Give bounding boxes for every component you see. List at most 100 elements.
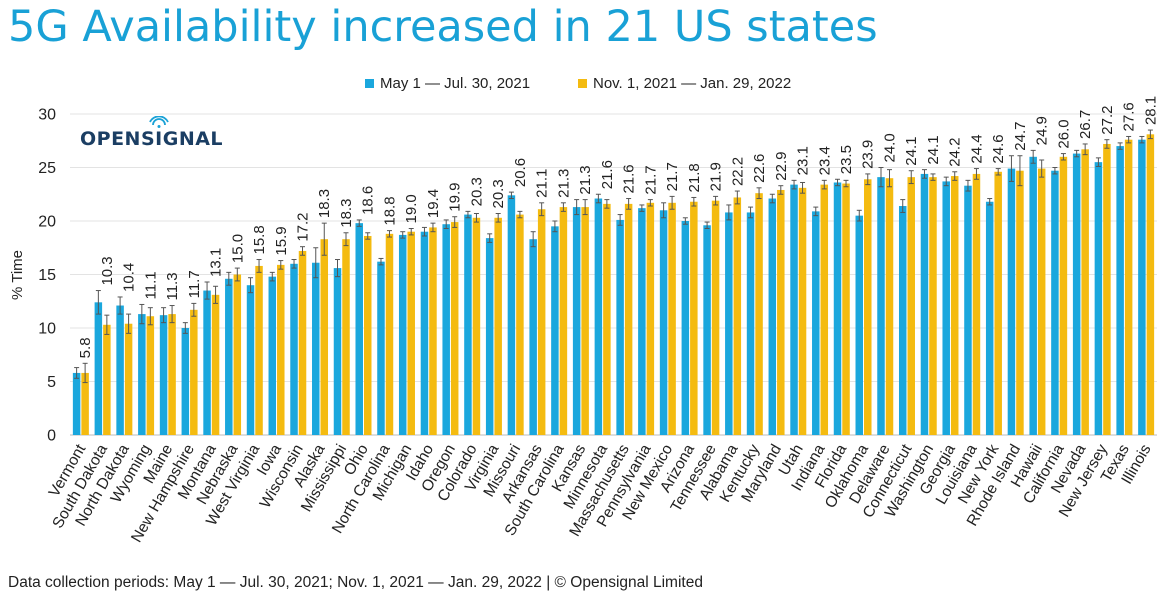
bar-series1 xyxy=(833,182,842,435)
data-label: 23.9 xyxy=(860,140,877,169)
data-label: 21.1 xyxy=(534,169,551,198)
bar-series2 xyxy=(624,203,633,435)
bar-series1 xyxy=(138,314,146,435)
bar-series1 xyxy=(768,198,777,435)
data-label: 27.6 xyxy=(1121,102,1138,131)
bar-series2 xyxy=(581,207,589,435)
y-tick-label: 20 xyxy=(38,214,56,231)
bar-series2 xyxy=(211,294,220,435)
y-tick-label: 10 xyxy=(38,321,56,338)
data-label: 21.3 xyxy=(555,169,572,198)
bar-series2 xyxy=(1016,170,1024,435)
data-label: 21.9 xyxy=(708,162,725,191)
data-label: 22.2 xyxy=(729,157,746,186)
bar-series1 xyxy=(855,215,864,435)
bar-series1 xyxy=(94,302,103,435)
y-axis-label: % Time xyxy=(9,250,26,300)
bar-series1 xyxy=(1007,168,1016,435)
bar-series1 xyxy=(398,234,407,435)
legend-label-series2: Nov. 1, 2021 — Jan. 29, 2022 xyxy=(593,75,792,92)
data-label: 24.1 xyxy=(903,137,920,166)
bar-series2 xyxy=(342,239,350,435)
bar-series1 xyxy=(1051,170,1059,435)
bar-series2 xyxy=(320,239,329,435)
bar-series1 xyxy=(638,208,646,435)
y-tick-label: 30 xyxy=(38,107,56,124)
data-label: 21.3 xyxy=(577,165,594,194)
data-label: 23.4 xyxy=(816,146,833,175)
bar-series2 xyxy=(146,316,155,435)
bar-series1 xyxy=(942,181,950,435)
bar-series2 xyxy=(1059,156,1068,436)
bar-series2 xyxy=(363,235,372,435)
y-tick-label: 25 xyxy=(38,160,56,177)
data-label: 18.8 xyxy=(381,196,398,225)
bar-series2 xyxy=(277,264,285,435)
bar-series1 xyxy=(703,225,711,435)
bar-series1 xyxy=(225,278,233,435)
bar-series1 xyxy=(485,238,494,435)
bar-series2 xyxy=(994,171,1002,435)
bar-series2 xyxy=(885,178,894,435)
bar-series1 xyxy=(681,221,690,435)
bar-series1 xyxy=(659,210,668,435)
bar-series1 xyxy=(551,226,559,435)
bar-series1 xyxy=(116,305,124,435)
data-label: 24.6 xyxy=(990,134,1007,163)
data-label: 22.6 xyxy=(751,154,768,183)
bar-series1 xyxy=(377,261,385,435)
bar-series1 xyxy=(616,219,624,435)
bar-series1 xyxy=(812,211,820,435)
data-label: 27.2 xyxy=(1099,105,1116,134)
bar-series1 xyxy=(246,285,255,435)
data-label: 18.6 xyxy=(360,186,377,215)
data-label: 23.5 xyxy=(838,145,855,174)
data-label: 19.9 xyxy=(447,183,464,212)
y-tick-label: 5 xyxy=(47,374,56,391)
bar-series2 xyxy=(81,372,89,435)
data-label: 20.6 xyxy=(512,158,529,187)
bar-series1 xyxy=(964,185,972,435)
data-label: 13.1 xyxy=(208,248,225,277)
bar-series1 xyxy=(507,195,516,435)
bar-series2 xyxy=(907,177,915,435)
bar-series2 xyxy=(407,231,415,435)
bar-series1 xyxy=(290,263,298,435)
data-label: 24.2 xyxy=(947,138,964,167)
data-label: 11.3 xyxy=(164,272,181,300)
bar-series2 xyxy=(190,309,198,435)
data-label: 21.8 xyxy=(686,163,703,192)
bar-series2 xyxy=(755,193,763,435)
data-label: 5.8 xyxy=(77,337,94,358)
data-label: 18.3 xyxy=(338,199,355,228)
bar-series2 xyxy=(1146,134,1155,435)
bar-series1 xyxy=(312,262,320,435)
data-label: 28.1 xyxy=(1142,96,1159,125)
data-label: 24.4 xyxy=(968,134,985,163)
bar-series1 xyxy=(464,214,472,435)
bar-series1 xyxy=(529,239,537,435)
bar-series1 xyxy=(268,276,277,435)
bar-series1 xyxy=(203,290,211,435)
data-label: 11.7 xyxy=(186,270,203,298)
data-label: 26.0 xyxy=(1055,119,1072,148)
data-label: 21.6 xyxy=(621,164,638,193)
bar-series2 xyxy=(711,200,720,435)
bar-series1 xyxy=(72,372,81,435)
bar-series2 xyxy=(559,207,568,435)
legend-swatch-series2 xyxy=(578,79,587,88)
logo-text: OPENSI GNAL xyxy=(80,116,223,150)
bar-series1 xyxy=(1072,153,1081,435)
bar-series1 xyxy=(420,231,429,435)
data-label: 24.1 xyxy=(925,135,942,164)
opensignal-logo: OPENSI GNAL xyxy=(80,116,223,150)
bar-series1 xyxy=(1116,146,1124,435)
bar-series2 xyxy=(537,209,546,435)
data-label: 24.7 xyxy=(1012,122,1029,151)
bar-series1 xyxy=(790,184,798,435)
bar-series2 xyxy=(690,201,698,435)
bar-series2 xyxy=(233,274,242,435)
bar-series2 xyxy=(820,184,829,435)
data-label: 20.3 xyxy=(490,179,507,208)
